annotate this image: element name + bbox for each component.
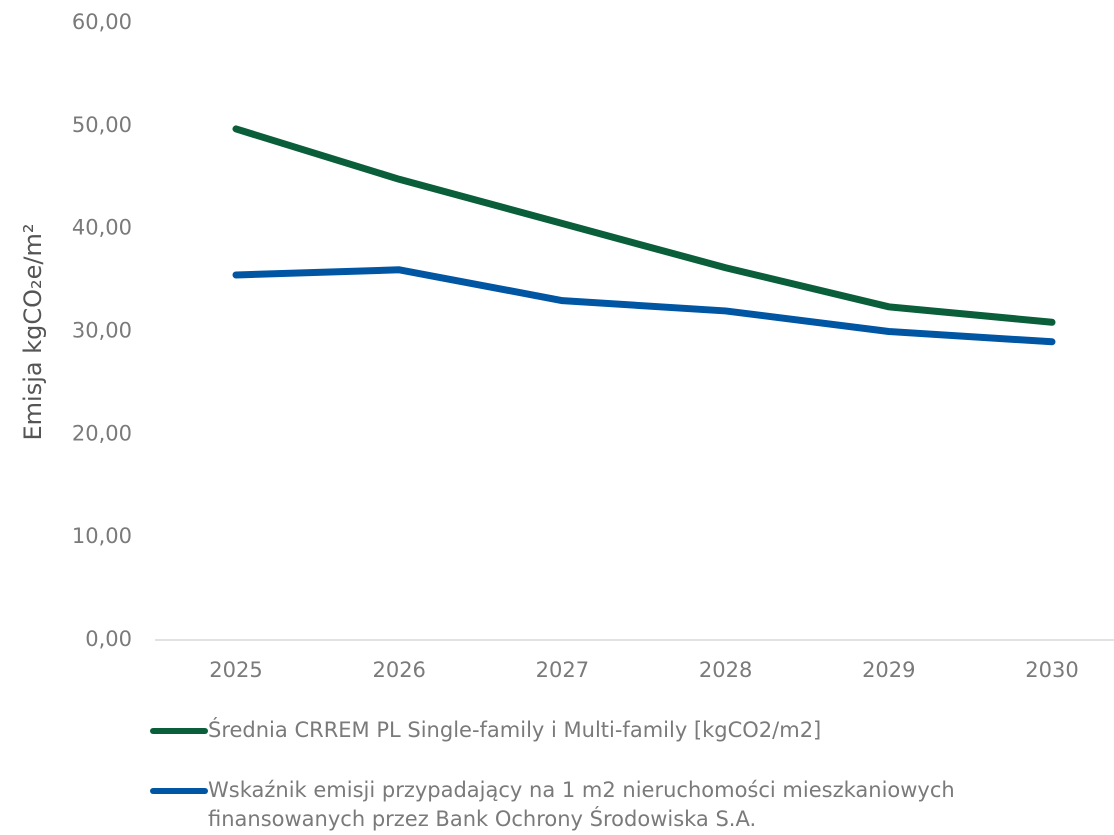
y-tick-label: 20,00	[72, 421, 132, 445]
x-tick-label: 2028	[699, 658, 752, 682]
legend-label: Wskaźnik emisji przypadający na 1 m2 nie…	[208, 778, 955, 831]
series-line	[232, 125, 1056, 326]
x-tick-label: 2029	[862, 658, 915, 682]
y-tick-label: 0,00	[85, 627, 132, 651]
y-tick-label: 40,00	[72, 216, 132, 240]
legend-swatch	[150, 788, 208, 794]
chart: Emisja kgCO₂e/m² 0,00 10,00 20,00 30,00 40,0…	[19, 10, 1114, 682]
y-tick-label: 60,00	[72, 10, 132, 34]
series-line	[232, 266, 1056, 346]
y-tick-label: 30,00	[72, 319, 132, 343]
y-axis-label: Emisja kgCO₂e/m²	[19, 224, 47, 441]
y-tick-label: 10,00	[72, 524, 132, 548]
x-tick-label: 2026	[372, 658, 425, 682]
legend-label: Średnia CRREM PL Single-family i Multi-f…	[208, 718, 822, 742]
x-tick-label: 2027	[536, 658, 589, 682]
legend-item: Wskaźnik emisji przypadający na 1 m2 nie…	[150, 776, 1090, 834]
legend-item: Średnia CRREM PL Single-family i Multi-f…	[150, 716, 1090, 745]
y-tick-label: 50,00	[72, 113, 132, 137]
legend-swatch	[150, 728, 208, 734]
x-tick-label: 2025	[209, 658, 262, 682]
x-tick-label: 2030	[1025, 658, 1078, 682]
